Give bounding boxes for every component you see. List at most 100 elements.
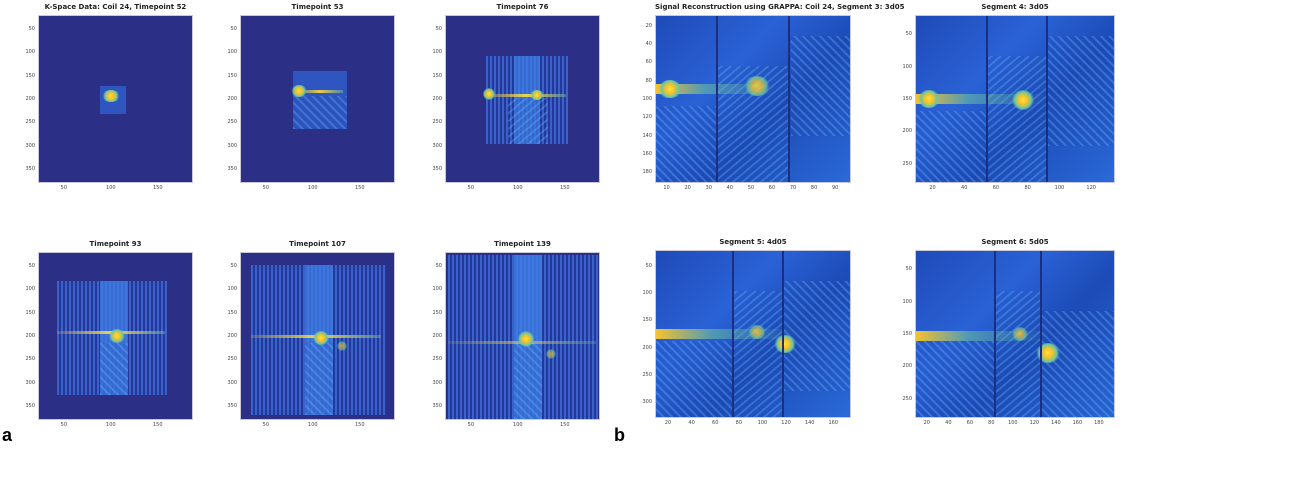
x-tick-label: 20 xyxy=(684,185,691,191)
y-tick-label: 50 xyxy=(435,263,442,269)
y-tick-label: 250 xyxy=(25,356,35,363)
x-tick-label: 40 xyxy=(688,420,695,426)
x-tick-label: 150 xyxy=(152,185,163,191)
reconstruction-image xyxy=(915,15,1115,183)
y-tick-label: 100 xyxy=(227,286,237,293)
panel-title: Timepoint 76 xyxy=(496,3,549,11)
y-tick-label: 80 xyxy=(645,77,652,84)
y-tick-label: 200 xyxy=(432,333,442,339)
y-tick-label: 350 xyxy=(227,403,237,409)
y-tick-label: 180 xyxy=(642,169,652,176)
y-tick-label: 100 xyxy=(432,49,442,56)
x-tick-label: 20 xyxy=(664,420,672,426)
y-tick-label: 200 xyxy=(902,128,912,135)
y-tick-label: 200 xyxy=(642,344,652,351)
y-tick-label: 100 xyxy=(25,286,35,293)
x-tick-label: 80 xyxy=(735,420,743,426)
y-tick-label: 100 xyxy=(902,298,912,305)
b-panel-3: Segment 5: 4d05 50 100 150 200 250 300 20 40 60 8… xyxy=(642,238,851,426)
x-tick-label: 50 xyxy=(747,185,755,191)
y-tick-label: 60 xyxy=(645,59,652,66)
y-tick-label: 250 xyxy=(642,371,652,378)
x-tick-label: 150 xyxy=(354,422,365,428)
x-tick-label: 50 xyxy=(467,422,475,428)
x-tick-label: 150 xyxy=(354,185,365,191)
x-tick-label: 50 xyxy=(262,185,270,191)
kspace-image xyxy=(240,15,395,183)
panel-title: Timepoint 53 xyxy=(291,3,344,11)
reconstruction-image xyxy=(655,250,851,418)
y-tick-label: 150 xyxy=(25,72,35,79)
x-tick-label: 120 xyxy=(781,420,791,426)
a-panel-4: Timepoint 93 50 100 150 200 250 300 350 50 100 15… xyxy=(25,240,193,428)
y-tick-label: 200 xyxy=(227,96,237,102)
y-tick-label: 300 xyxy=(227,379,237,386)
y-tick-label: 50 xyxy=(905,266,912,273)
x-tick-label: 10 xyxy=(663,185,670,191)
y-tick-label: 200 xyxy=(227,333,237,339)
x-tick-label: 30 xyxy=(705,185,712,191)
y-tick-label: 250 xyxy=(902,395,912,402)
y-tick-label: 150 xyxy=(227,72,237,79)
x-tick-label: 100 xyxy=(308,422,318,428)
y-tick-label: 50 xyxy=(28,263,35,269)
y-tick-label: 150 xyxy=(902,96,912,102)
kspace-image xyxy=(38,15,193,183)
x-tick-label: 60 xyxy=(992,185,1000,191)
y-tick-label: 250 xyxy=(902,160,912,167)
x-tick-label: 50 xyxy=(262,422,270,428)
panel-title: K-Space Data: Coil 24, Timepoint 52 xyxy=(44,3,187,11)
x-tick-label: 180 xyxy=(1094,420,1104,426)
x-tick-label: 100 xyxy=(513,422,523,428)
y-tick-label: 200 xyxy=(902,363,912,370)
y-tick-label: 100 xyxy=(642,96,652,102)
x-tick-label: 90 xyxy=(832,185,839,191)
reconstruction-image xyxy=(915,250,1115,418)
y-tick-label: 250 xyxy=(227,119,237,126)
kspace-image xyxy=(240,252,395,420)
y-tick-label: 250 xyxy=(432,119,442,126)
x-tick-label: 50 xyxy=(60,422,68,428)
x-tick-label: 160 xyxy=(828,420,839,426)
y-tick-label: 160 xyxy=(642,150,652,157)
y-tick-label: 350 xyxy=(25,166,35,172)
panel-title: Segment 4: 3d05 xyxy=(981,3,1049,11)
y-tick-label: 200 xyxy=(25,96,35,102)
y-tick-label: 100 xyxy=(902,63,912,70)
a-panel-5: Timepoint 107 50 100 150 200 250 300 350 50 100 1… xyxy=(227,240,395,428)
x-tick-label: 160 xyxy=(1072,420,1083,426)
y-tick-label: 50 xyxy=(905,31,912,38)
x-tick-label: 80 xyxy=(810,185,818,191)
x-tick-label: 80 xyxy=(988,420,995,426)
x-tick-label: 50 xyxy=(60,185,68,191)
y-tick-label: 100 xyxy=(25,49,35,56)
x-tick-label: 60 xyxy=(966,420,974,426)
y-tick-label: 300 xyxy=(432,142,442,149)
y-tick-label: 350 xyxy=(432,166,442,172)
b-panel-4: Segment 6: 5d05 50 100 150 200 250 20 40 60 80 10… xyxy=(902,238,1115,426)
x-tick-label: 100 xyxy=(757,420,768,426)
panel-title: Segment 5: 4d05 xyxy=(719,238,787,246)
y-tick-label: 200 xyxy=(25,333,35,339)
a-panel-3: Timepoint 76 50 100 150 200 250 300 350 50 100 15… xyxy=(432,3,600,191)
x-tick-label: 150 xyxy=(559,185,570,191)
y-tick-label: 50 xyxy=(28,26,35,32)
y-tick-label: 150 xyxy=(432,309,442,316)
x-tick-label: 20 xyxy=(923,420,930,426)
y-tick-label: 200 xyxy=(432,96,442,102)
y-tick-label: 140 xyxy=(642,132,652,139)
x-tick-label: 70 xyxy=(789,185,797,191)
kspace-image xyxy=(445,252,600,420)
y-tick-label: 350 xyxy=(432,403,442,409)
a-panel-1: K-Space Data: Coil 24, Timepoint 52 50 10… xyxy=(25,3,193,191)
y-tick-label: 300 xyxy=(25,379,35,386)
x-tick-label: 40 xyxy=(961,185,968,191)
x-tick-label: 40 xyxy=(945,420,952,426)
a-panel-6: Timepoint 139 50 100 150 200 250 300 350 50 100 1… xyxy=(432,240,600,428)
x-tick-label: 40 xyxy=(726,185,733,191)
y-tick-label: 300 xyxy=(25,142,35,149)
x-tick-label: 120 xyxy=(1029,420,1040,426)
x-tick-label: 140 xyxy=(1051,420,1061,426)
y-tick-label: 150 xyxy=(25,309,35,316)
panel-title: Signal Reconstruction using GRAPPA: Coil… xyxy=(655,3,905,11)
